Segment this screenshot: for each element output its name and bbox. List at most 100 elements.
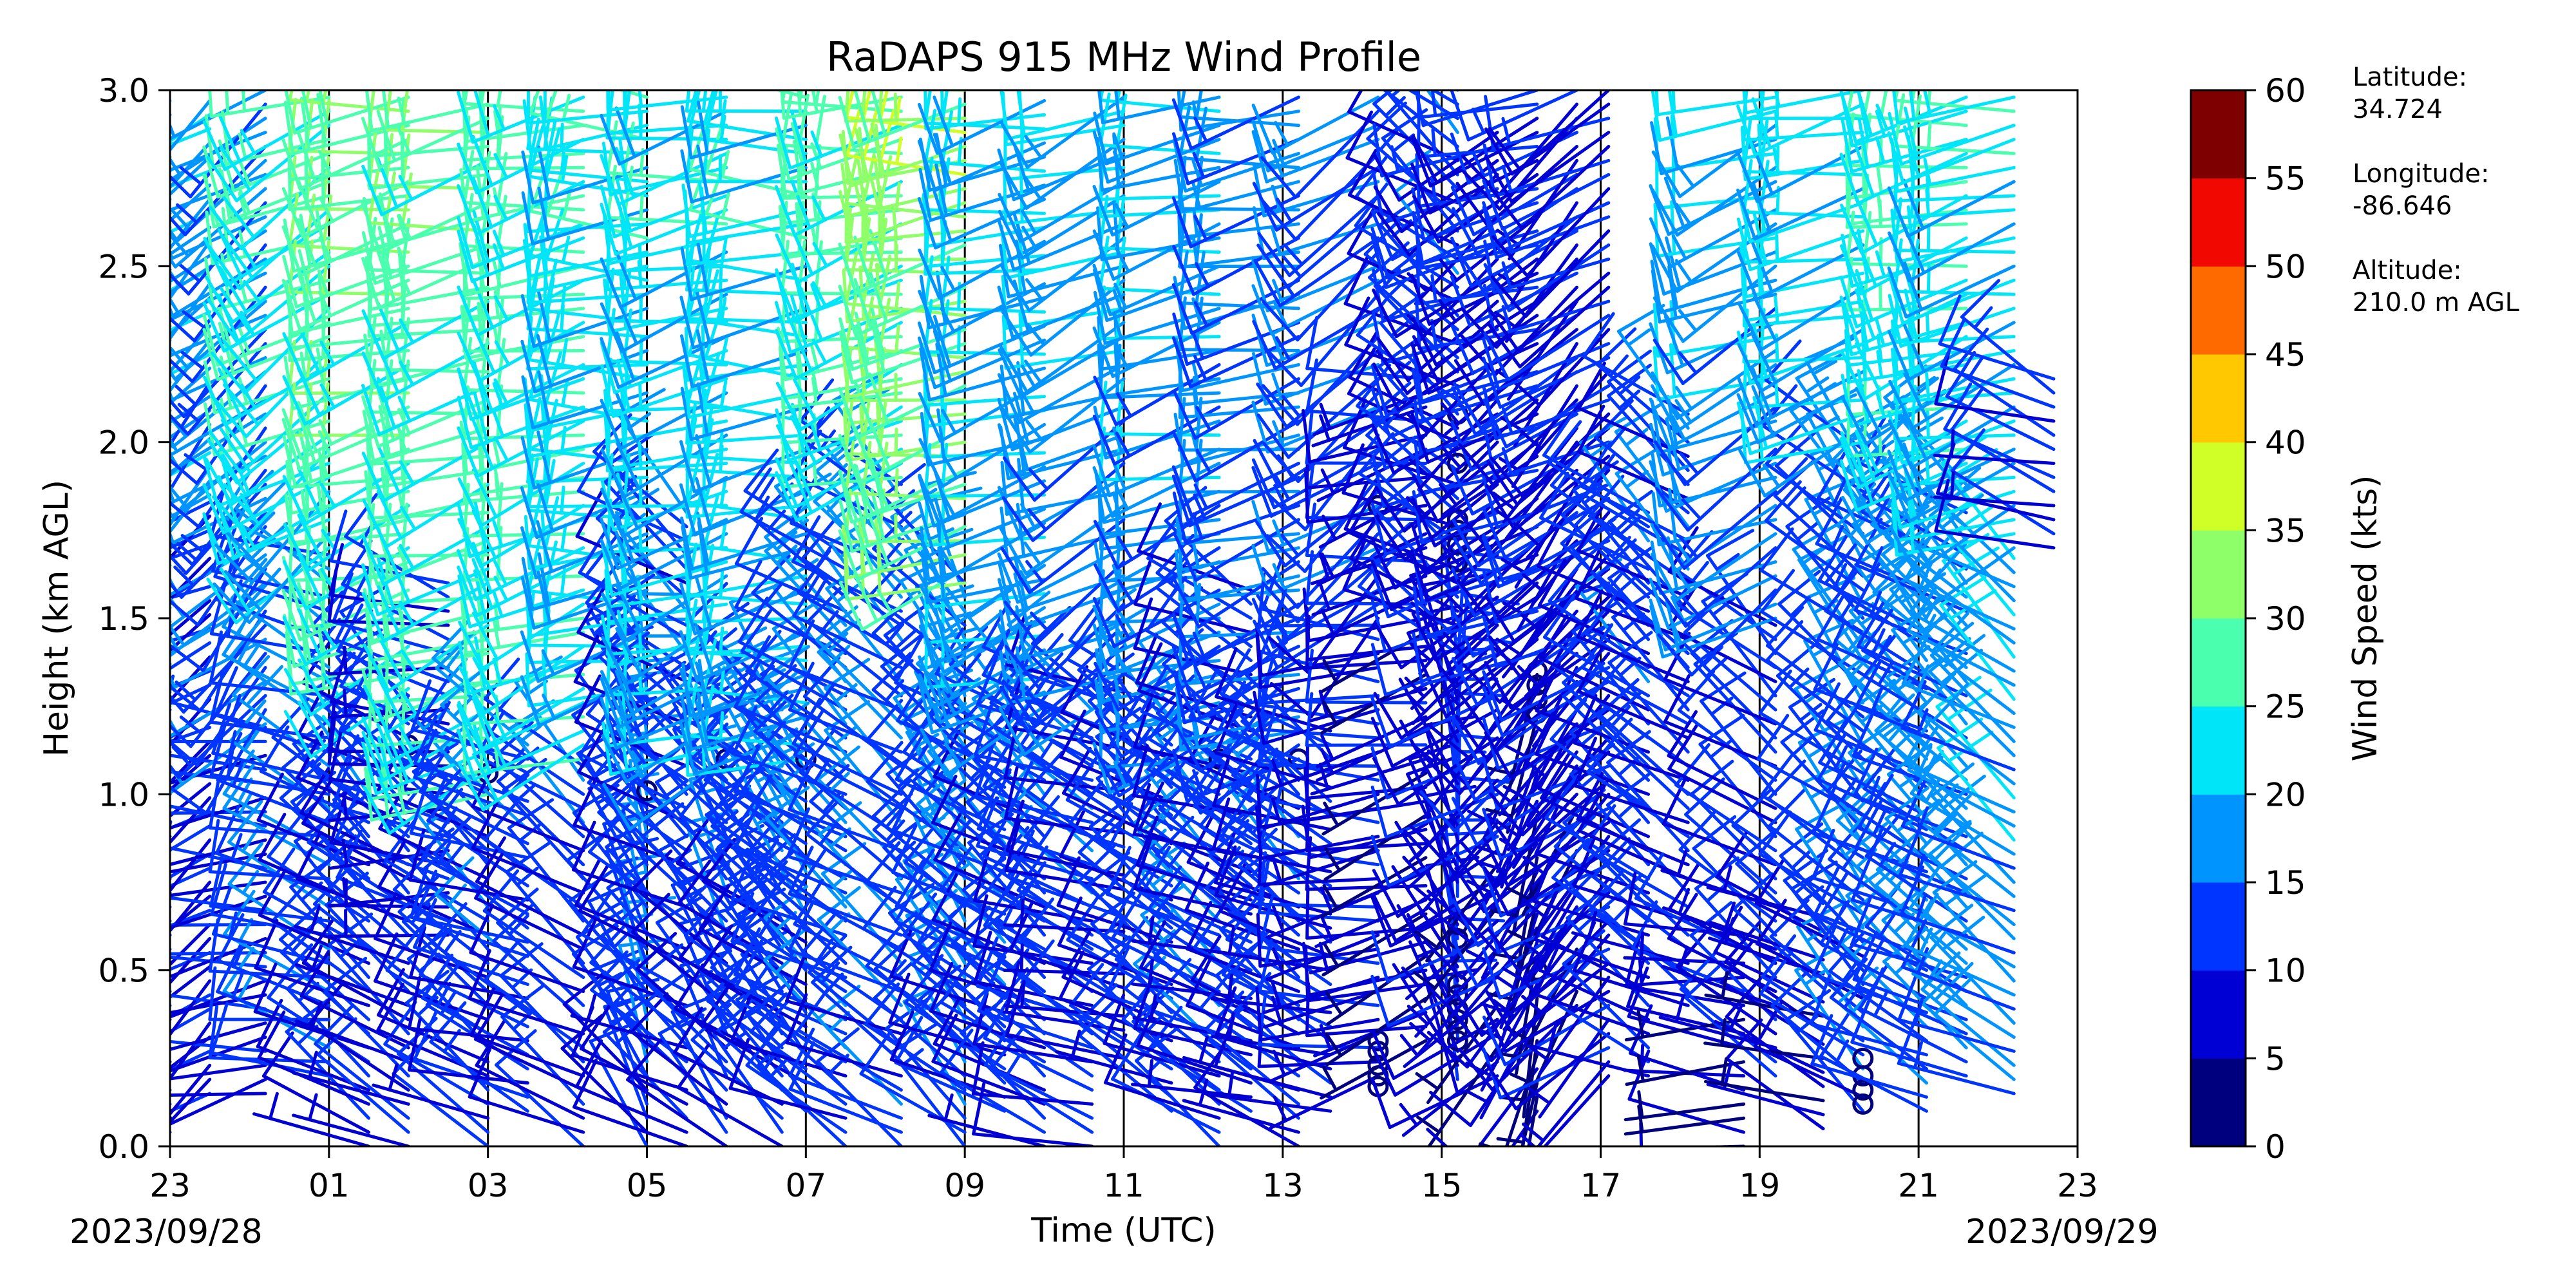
wind-barb bbox=[267, 814, 371, 923]
wind-barb bbox=[170, 1021, 212, 1081]
wind-barb bbox=[170, 141, 212, 190]
wind-barb bbox=[1441, 497, 1539, 578]
wind-barb bbox=[1649, 574, 1777, 630]
wind-barb bbox=[1526, 976, 1611, 1076]
wind-barb bbox=[409, 866, 529, 944]
wind-barb bbox=[1000, 236, 1126, 312]
colorbar-bin bbox=[2191, 706, 2246, 795]
wind-barb bbox=[170, 366, 212, 406]
wind-barb bbox=[1372, 170, 1499, 225]
wind-barb bbox=[1171, 461, 1301, 517]
colorbar-bin bbox=[2191, 794, 2246, 883]
wind-barb bbox=[1251, 95, 1380, 155]
wind-barb bbox=[1488, 90, 1611, 172]
wind-barb bbox=[1482, 173, 1611, 231]
wind-barb bbox=[1347, 90, 1459, 162]
wind-barb bbox=[170, 113, 172, 117]
wind-barb bbox=[1320, 856, 1428, 918]
colorbar-tick-label: 60 bbox=[2265, 72, 2306, 109]
wind-barb bbox=[1412, 211, 1539, 265]
wind-barb bbox=[1532, 851, 1651, 937]
wind-barb bbox=[170, 993, 267, 1015]
wind-barb bbox=[919, 564, 1046, 634]
wind-barb bbox=[170, 739, 212, 785]
wind-barb bbox=[578, 527, 688, 627]
wind-barb bbox=[170, 1007, 212, 1034]
wind-barb bbox=[687, 90, 808, 142]
x-tick-label: 07 bbox=[786, 1167, 827, 1204]
wind-barb bbox=[743, 448, 848, 557]
wind-barb bbox=[1253, 690, 1380, 745]
wind-barb bbox=[361, 440, 490, 502]
wind-barb bbox=[1411, 368, 1539, 422]
wind-barb bbox=[410, 679, 529, 761]
wind-barb bbox=[840, 336, 967, 399]
wind-barb bbox=[520, 630, 649, 683]
wind-barb bbox=[170, 896, 267, 913]
wind-barb bbox=[292, 1093, 410, 1146]
wind-barb bbox=[1001, 278, 1126, 357]
wind-barb bbox=[630, 992, 728, 1106]
wind-barb bbox=[1376, 299, 1499, 383]
wind-barb bbox=[1623, 871, 1746, 937]
y-tick-label: 1.0 bbox=[98, 776, 149, 813]
wind-barb bbox=[170, 1036, 212, 1070]
wind-barb bbox=[1736, 181, 1865, 241]
wind-barb bbox=[170, 979, 212, 1037]
wind-barb bbox=[170, 923, 212, 967]
wind-barb bbox=[1908, 864, 2016, 969]
calm-marker bbox=[636, 780, 658, 802]
wind-barb bbox=[508, 699, 585, 824]
colorbar-bin bbox=[2191, 354, 2246, 443]
wind-barb bbox=[572, 918, 688, 1007]
x-tick-label: 09 bbox=[944, 1167, 985, 1204]
wind-barb bbox=[1654, 90, 1777, 117]
wind-barb bbox=[1490, 412, 1611, 500]
x-tick-label: 17 bbox=[1580, 1167, 1622, 1204]
wind-barb bbox=[1934, 478, 2056, 550]
wind-barb bbox=[1732, 872, 1825, 990]
x-tick-label: 13 bbox=[1262, 1167, 1303, 1204]
wind-barb bbox=[918, 465, 1046, 525]
wind-barb bbox=[1841, 475, 1968, 545]
wind-barb bbox=[1103, 993, 1221, 1078]
wind-barb bbox=[1373, 666, 1499, 740]
wind-barb bbox=[1347, 346, 1459, 444]
y-axis-label: Height (km AGL) bbox=[37, 480, 76, 757]
wind-barb bbox=[1256, 377, 1380, 459]
wind-barb bbox=[998, 180, 1126, 243]
wind-barb bbox=[1813, 641, 1929, 733]
wind-barb bbox=[1653, 489, 1777, 570]
wind-barb bbox=[1577, 644, 1690, 740]
wind-barb bbox=[1723, 921, 1825, 1032]
wind-barb bbox=[1888, 461, 2016, 523]
wind-barb bbox=[1342, 540, 1459, 627]
wind-barb bbox=[1269, 1074, 1380, 1130]
wind-barb bbox=[1370, 599, 1499, 653]
wind-barb bbox=[1065, 614, 1173, 719]
wind-barb bbox=[1814, 866, 1929, 958]
wind-barb bbox=[361, 377, 490, 437]
wind-barb bbox=[1255, 987, 1380, 1042]
wind-barb bbox=[170, 197, 172, 202]
wind-barb bbox=[1521, 511, 1611, 606]
wind-barb bbox=[170, 1018, 172, 1022]
wind-barb bbox=[1519, 736, 1611, 828]
wind-barb bbox=[1406, 90, 1459, 120]
wind-barb bbox=[1092, 602, 1221, 657]
wind-barb bbox=[170, 408, 212, 440]
wind-barb bbox=[728, 1037, 848, 1120]
wind-barb bbox=[1594, 399, 1690, 515]
wind-barb bbox=[734, 799, 848, 895]
wind-barb bbox=[1305, 884, 1428, 940]
wind-barb bbox=[170, 184, 172, 187]
wind-barb bbox=[1519, 328, 1611, 419]
wind-barb bbox=[327, 645, 450, 676]
wind-barb bbox=[1261, 250, 1380, 342]
wind-barb bbox=[1212, 754, 1332, 831]
wind-barb bbox=[170, 184, 212, 223]
wind-barb bbox=[999, 138, 1126, 210]
wind-barb bbox=[1657, 588, 1777, 677]
wind-barb bbox=[1485, 567, 1611, 643]
wind-barb bbox=[170, 197, 212, 251]
